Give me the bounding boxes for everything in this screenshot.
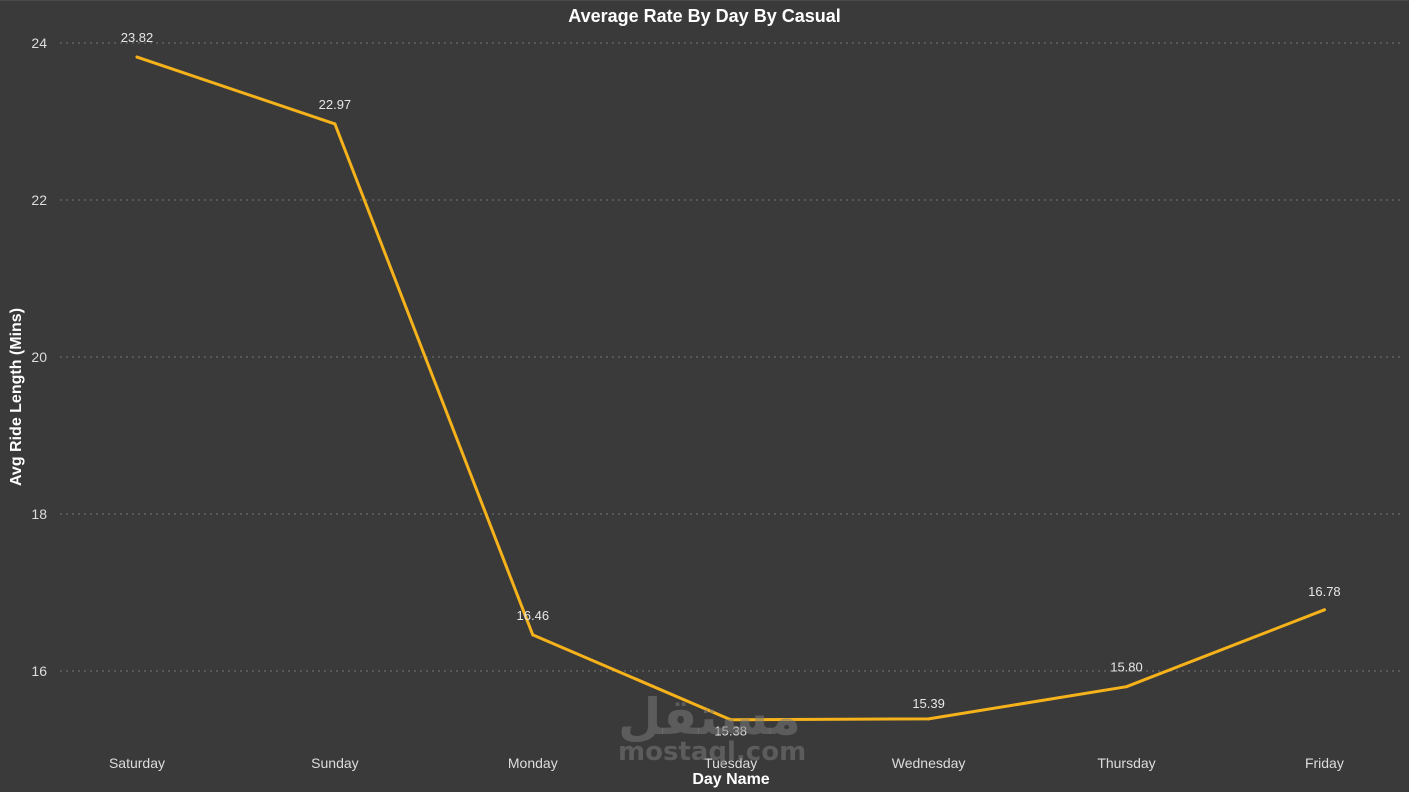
- data-point: [531, 633, 535, 637]
- data-labels: 23.82 22.97 16.46 15.38 15.39 15.80 16.78: [121, 30, 1341, 739]
- chart-title: Average Rate By Day By Casual: [568, 6, 841, 26]
- x-tick-label: Friday: [1305, 755, 1344, 771]
- data-label: 15.80: [1110, 660, 1143, 675]
- series-lines: [135, 55, 1326, 722]
- gridlines: [60, 42, 1404, 672]
- data-label: 15.39: [912, 696, 945, 711]
- y-tick-label: 16: [31, 663, 47, 679]
- data-label: 22.97: [319, 97, 352, 112]
- x-tick-label: Monday: [508, 755, 558, 771]
- y-tick-label: 22: [31, 192, 47, 208]
- y-tick-labels: 16 18 20 22 24: [31, 35, 47, 679]
- data-label: 15.38: [714, 724, 747, 739]
- x-tick-label: Sunday: [311, 755, 358, 771]
- data-point: [1322, 608, 1326, 612]
- data-point: [333, 122, 337, 126]
- y-tick-label: 24: [31, 35, 47, 51]
- x-axis-title: Day Name: [692, 771, 770, 788]
- y-tick-label: 20: [31, 349, 47, 365]
- data-label: 16.78: [1308, 584, 1341, 599]
- data-point: [729, 718, 733, 722]
- series-line: [135, 55, 1326, 722]
- data-point: [1125, 685, 1128, 689]
- x-tick-label: Thursday: [1097, 755, 1155, 771]
- y-tick-label: 18: [31, 506, 47, 522]
- x-tick-label: Saturday: [109, 755, 165, 771]
- x-tick-label: Tuesday: [704, 755, 757, 771]
- data-point: [135, 55, 139, 59]
- x-tick-label: Wednesday: [892, 755, 966, 771]
- x-tick-labels: Saturday Sunday Monday Tuesday Wednesday Thur…: [109, 755, 1344, 771]
- data-point: [927, 717, 931, 721]
- data-label: 16.46: [517, 608, 550, 623]
- data-label: 23.82: [121, 30, 154, 45]
